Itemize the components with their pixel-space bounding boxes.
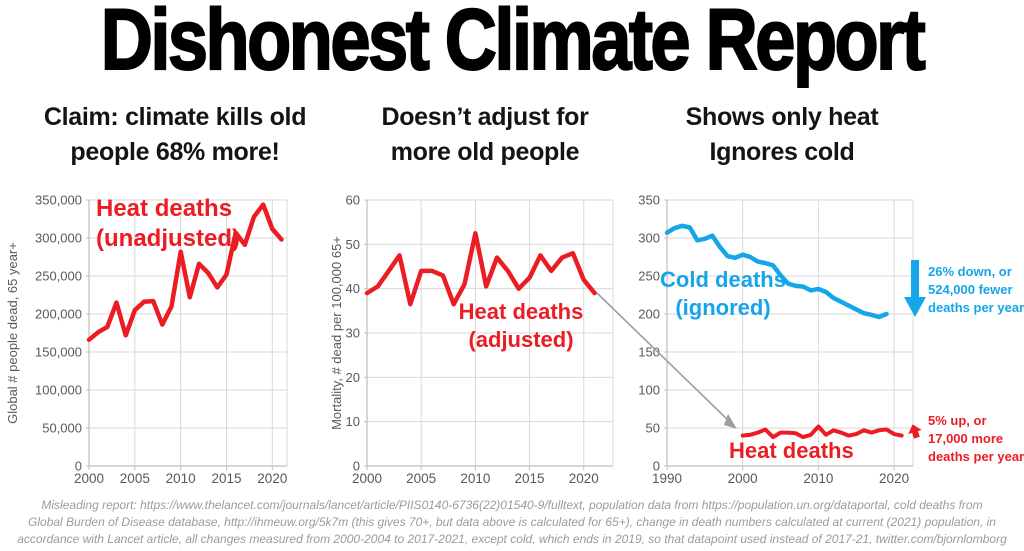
annotation-line3: deaths per year [928, 300, 1024, 315]
y-tick-label: 0 [75, 459, 82, 474]
series-label-line1: Cold deaths [660, 267, 786, 292]
series-label-line1: Heat deaths [458, 299, 584, 324]
series-line-heat-deaths-unadjusted- [86, 202, 284, 343]
series-label-line1: Heat deaths [96, 195, 233, 222]
y-axis-title: Mortality, # dead per 100,000 65+ [329, 236, 344, 430]
series-label-heat-adjusted: Heat deaths (adjusted) [446, 298, 596, 354]
y-tick-label: 300,000 [35, 231, 82, 246]
footnote-line2: Global Burden of Disease database, http:… [28, 515, 996, 529]
y-tick-label: 200 [638, 307, 660, 322]
x-tick-label: 2020 [257, 471, 287, 486]
heat-increase-arrow-icon [908, 424, 922, 439]
annotation-line3: deaths per year [928, 449, 1024, 464]
y-tick-label: 10 [346, 414, 360, 429]
annotation-line1: 5% up, or [928, 413, 987, 428]
x-tick-label: 2005 [120, 471, 150, 486]
source-footnote: Misleading report: https://www.thelancet… [0, 497, 1024, 548]
x-tick-label: 2000 [728, 471, 758, 486]
x-tick-label: 2010 [803, 471, 833, 486]
cold-decrease-annotation: 26% down, or 524,000 fewer deaths per ye… [928, 263, 1024, 317]
y-tick-label: 350,000 [35, 193, 82, 208]
y-tick-label: 350 [638, 193, 660, 208]
panel1-heading-line2: people 68% more! [70, 138, 280, 166]
footnote-line3: accordance with Lancet article, all chan… [17, 532, 1007, 546]
series-label-line2: (unadjusted) [96, 225, 240, 252]
panel2-heading-line2: more old people [390, 138, 580, 166]
annotation-line1: 26% down, or [928, 264, 1012, 279]
y-tick-label: 150,000 [35, 345, 82, 360]
series-label-line1: Heat deaths [729, 438, 854, 463]
x-tick-label: 2020 [879, 471, 909, 486]
series-label-line2: (adjusted) [468, 327, 574, 352]
panel1-heading: Claim: climate kills old people 68% more… [25, 100, 325, 170]
y-tick-label: 200,000 [35, 307, 82, 322]
panel2-heading-line1: Doesn’t adjust for [381, 103, 589, 131]
x-tick-label: 2020 [569, 471, 599, 486]
y-tick-label: 300 [638, 231, 660, 246]
y-tick-label: 30 [346, 326, 360, 341]
panel2-heading: Doesn’t adjust for more old people [335, 100, 635, 170]
series-label-heat: Heat deaths [729, 438, 854, 464]
y-tick-label: 50,000 [42, 421, 82, 436]
annotation-line2: 17,000 more [928, 431, 1004, 446]
series-line-heat-deaths [740, 424, 904, 440]
y-tick-label: 20 [346, 370, 360, 385]
y-tick-label: 40 [346, 281, 360, 296]
y-tick-label: 250,000 [35, 269, 82, 284]
cold-decrease-arrow-icon [904, 260, 926, 317]
x-tick-label: 2000 [74, 471, 104, 486]
x-tick-label: 2000 [352, 471, 382, 486]
y-tick-label: 100 [638, 383, 660, 398]
y-tick-label: 0 [653, 459, 660, 474]
heat-increase-annotation: 5% up, or 17,000 more deaths per year [928, 412, 1024, 466]
annotation-line2: 524,000 fewer [928, 282, 1013, 297]
panel1-heading-line1: Claim: climate kills old [43, 103, 307, 131]
y-tick-label: 0 [353, 459, 360, 474]
page-title: Dishonest Climate Report [100, 0, 927, 89]
y-tick-label: 50 [646, 421, 660, 436]
panel3-heading-line2: Ignores cold [709, 138, 855, 166]
series-line-heat-deaths-adjusted- [364, 231, 597, 307]
y-axis-title: Global # people dead, 65 year+ [5, 242, 20, 424]
x-tick-label: 2010 [460, 471, 490, 486]
y-tick-label: 60 [346, 193, 360, 208]
x-tick-label: 1990 [652, 471, 682, 486]
x-tick-label: 2015 [515, 471, 545, 486]
panel3-heading: Shows only heat Ignores cold [632, 100, 932, 170]
x-tick-label: 2005 [406, 471, 436, 486]
connector-arrowhead-icon [724, 414, 737, 429]
x-tick-label: 2015 [211, 471, 241, 486]
footnote-line1: Misleading report: https://www.thelancet… [41, 498, 983, 512]
series-line-cold-deaths-ignored- [664, 223, 889, 320]
connector-arrow-line [596, 292, 732, 424]
y-tick-label: 250 [638, 269, 660, 284]
series-label-cold-ignored: Cold deaths (ignored) [648, 266, 798, 322]
y-tick-label: 100,000 [35, 383, 82, 398]
series-label-line2: (ignored) [675, 295, 771, 320]
panel3-heading-line1: Shows only heat [685, 103, 879, 131]
x-tick-label: 2010 [166, 471, 196, 486]
series-label-heat-unadjusted: Heat deaths (unadjusted) [96, 194, 240, 254]
y-tick-label: 50 [346, 237, 360, 252]
